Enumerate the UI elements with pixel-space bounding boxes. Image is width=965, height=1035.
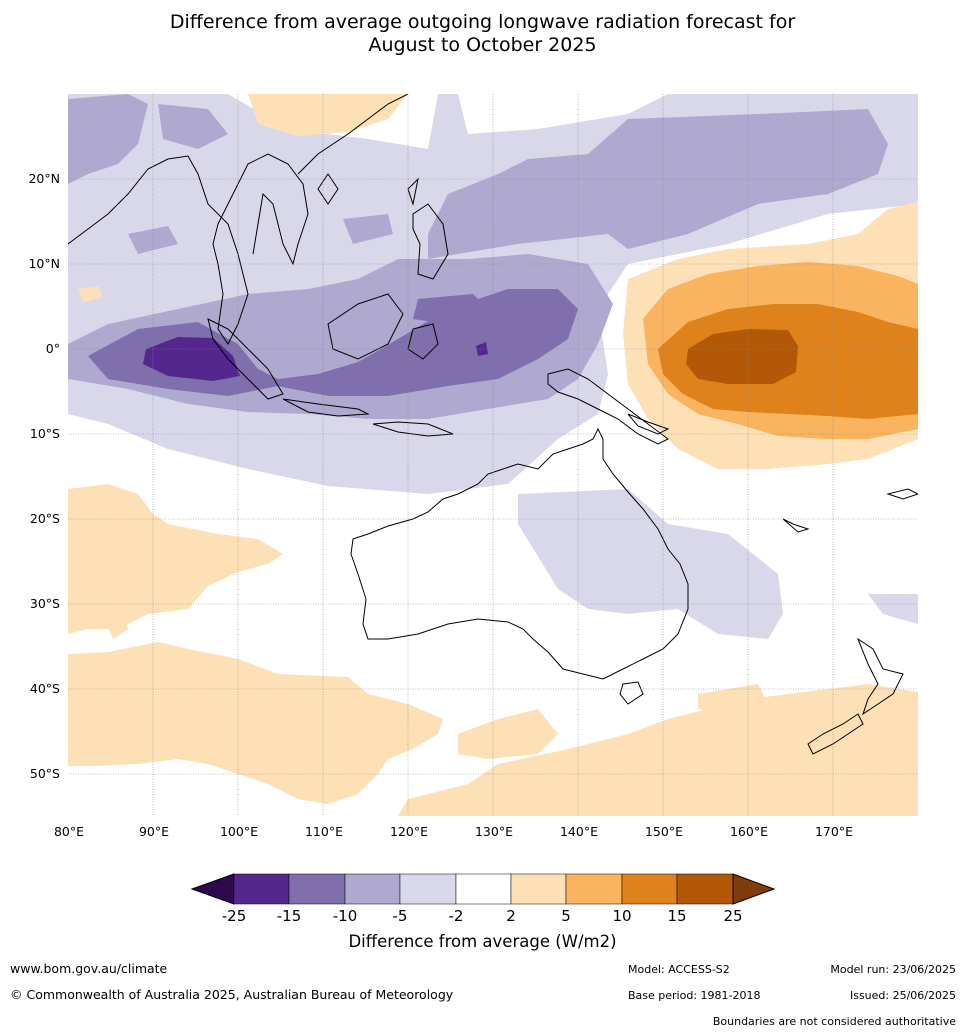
lon-label-90e: 90°E (138, 824, 170, 839)
gridlines (68, 94, 918, 816)
anomaly-region-minus25-minus15 (143, 337, 488, 381)
lat-label-equator: 0° (45, 341, 60, 356)
legend-tick-minus5: -5 (392, 907, 408, 925)
lon-label-130e: 130°E (474, 824, 513, 839)
australia-coastline (350, 427, 689, 680)
lon-label-110e: 110°E (304, 824, 343, 839)
legend-colorbar (190, 873, 776, 905)
lon-label-150e: 150°E (644, 824, 683, 839)
legend-label: Difference from average (W/m2) (348, 932, 617, 951)
legend-swatch-minus2-plus2 (455, 873, 512, 905)
footer-boundaries-note: Boundaries are not considered authoritat… (712, 1015, 956, 1028)
footer-url: www.bom.gov.au/climate (10, 961, 168, 976)
anomaly-map (68, 94, 918, 816)
legend-tick-plus5: 5 (561, 907, 571, 925)
map-title-line-2: August to October 2025 (368, 34, 597, 56)
fiji-coastline (886, 488, 918, 500)
tasmania-coastline (619, 681, 644, 705)
legend-tick-minus10: -10 (332, 907, 358, 925)
new-zealand-south-coastline (807, 713, 864, 755)
lon-label-170e: 170°E (814, 824, 853, 839)
legend-swatch-minus25-minus15 (233, 873, 290, 905)
sulawesi-coastline (407, 323, 439, 360)
china-coastline (297, 94, 409, 175)
new-caledonia-coastline (782, 518, 810, 533)
lon-label-140e: 140°E (559, 824, 598, 839)
lat-label-20s: 20°S (29, 511, 60, 526)
footer-copyright: © Commonwealth of Australia 2025, Austra… (10, 987, 454, 1002)
lat-label-10s: 10°S (29, 426, 60, 441)
legend-swatch-minus5-minus2 (399, 873, 457, 905)
legend-tick-minus2: -2 (448, 907, 464, 925)
lat-label-30s: 30°S (29, 596, 60, 611)
new-guinea-coastline (547, 368, 669, 445)
legend-swatch-plus5-plus10 (565, 873, 623, 905)
legend-swatch-minus15-minus10 (288, 873, 346, 905)
footer-model-run: Model run: 23/06/2025 (830, 963, 956, 976)
hainan-coastline (317, 173, 339, 205)
lat-label-40s: 40°S (29, 681, 60, 696)
mainland-asia-coastline (68, 153, 309, 345)
legend-tick-plus2: 2 (506, 907, 516, 925)
lon-label-120e: 120°E (389, 824, 428, 839)
lat-label-20n: 20°N (28, 171, 60, 186)
borneo-coastline (327, 293, 404, 360)
legend-tick-plus25: 25 (723, 907, 743, 925)
legend-swatch-below-minus25 (190, 873, 235, 905)
footer-model: Model: ACCESS-S2 (628, 963, 730, 976)
lat-label-10n: 10°N (28, 256, 60, 271)
philippines-coastline (412, 203, 449, 280)
map-title-line-1: Difference from average outgoing longwav… (169, 11, 796, 33)
footer-base-period: Base period: 1981-2018 (628, 989, 761, 1002)
new-zealand-north-coastline (856, 637, 904, 716)
legend-swatch-plus15-plus25 (676, 873, 734, 905)
legend-tick-plus10: 10 (612, 907, 632, 925)
coastlines (68, 94, 918, 755)
legend-tick-minus15: -15 (276, 907, 302, 925)
lat-label-50s: 50°S (29, 766, 60, 781)
anomaly-region-plus15-plus25 (686, 329, 798, 384)
legend-swatch-plus10-plus15 (621, 873, 678, 905)
footer-issued: Issued: 25/06/2025 (849, 989, 956, 1002)
lon-label-160e: 160°E (729, 824, 768, 839)
taiwan-coastline (407, 177, 419, 206)
lon-label-80e: 80°E (53, 824, 85, 839)
legend-swatch-above-plus25 (732, 873, 776, 905)
legend-swatch-plus2-plus5 (510, 873, 567, 905)
legend-tick-plus15: 15 (667, 907, 687, 925)
legend-tick-minus25: -25 (221, 907, 247, 925)
lon-label-100e: 100°E (219, 824, 258, 839)
java-coastline (282, 398, 370, 417)
legend-swatch-minus10-minus5 (344, 873, 401, 905)
